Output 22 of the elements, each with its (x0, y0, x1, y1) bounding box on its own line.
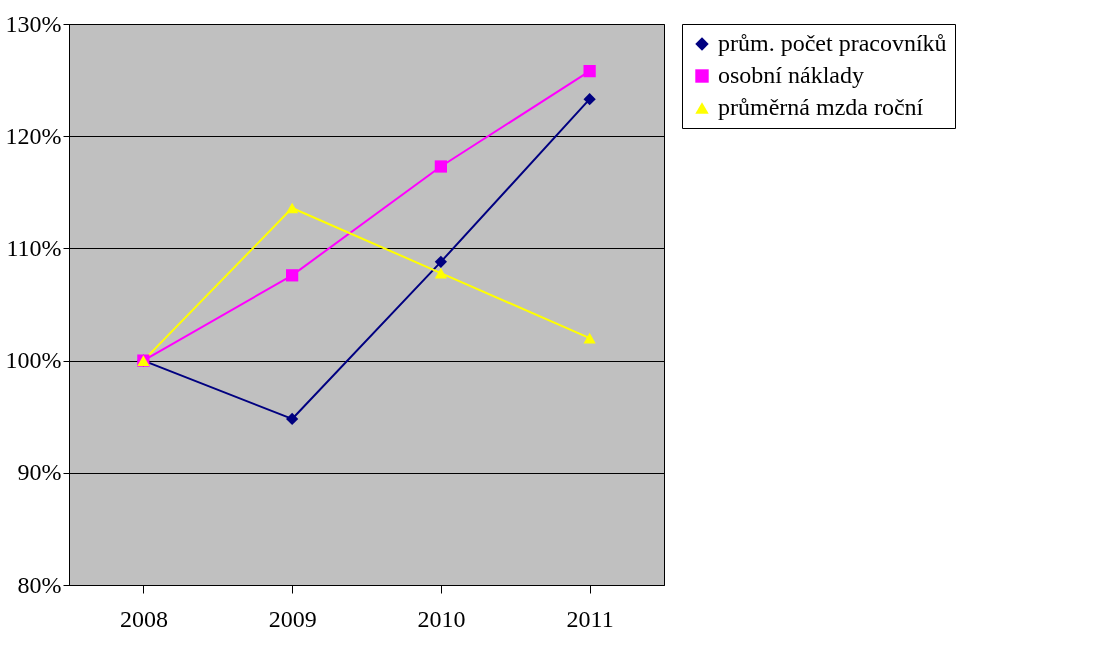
x-tick-label: 2009 (268, 605, 317, 632)
point (434, 255, 447, 268)
point (286, 412, 299, 426)
y-tick-label: 120% (5, 122, 62, 149)
point (286, 202, 299, 214)
point (286, 269, 299, 282)
y-tick-label: 80% (17, 571, 62, 598)
y-tick-label: 110% (6, 234, 62, 261)
y-tick-label: 90% (17, 459, 62, 486)
point (583, 93, 596, 106)
x-tick-label: 2010 (417, 605, 466, 632)
x-tick-label: 2011 (566, 605, 614, 632)
point (583, 65, 596, 78)
y-tick-label: 100% (5, 347, 62, 374)
point (434, 160, 447, 173)
legend-label: osobní náklady (718, 62, 864, 88)
legend-label: průměrná mzda roční (718, 94, 924, 120)
point (583, 332, 596, 344)
legend-label: prům. počet pracovníků (718, 30, 947, 56)
x-tick-label: 2008 (119, 605, 168, 632)
point (434, 267, 447, 279)
y-tick-label: 130% (5, 10, 62, 37)
